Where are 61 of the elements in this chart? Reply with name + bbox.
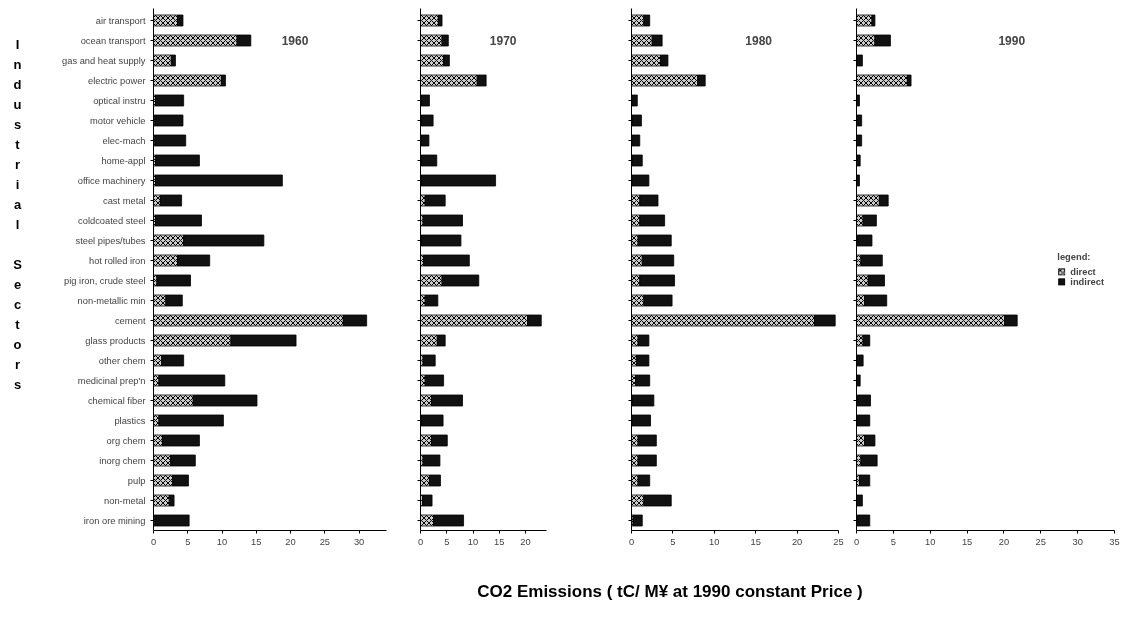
x-tick-label: 25 <box>833 536 844 547</box>
x-tick-label: 25 <box>319 536 331 547</box>
x-tick-label: 20 <box>791 536 803 547</box>
y-tick-label: hot rolled iron <box>88 255 146 266</box>
y-tick-label: other chem <box>98 355 146 366</box>
legend-label: direct <box>1070 266 1096 277</box>
y-tick-label: gas and heat supply <box>62 55 146 66</box>
y-tick-label: office machinery <box>77 175 146 186</box>
x-tick-label: 10 <box>925 536 936 547</box>
x-tick-label: 20 <box>285 536 296 547</box>
y-tick-label: iron ore mining <box>83 515 146 526</box>
y-tick-label: home-appl <box>101 155 146 166</box>
x-tick-label: 15 <box>750 536 761 547</box>
x-tick-label: 20 <box>520 536 531 547</box>
x-tick-label: 15 <box>251 536 262 547</box>
text: 1990 <box>998 34 1026 48</box>
legend-title: legend: <box>1057 251 1092 262</box>
text: 1980 <box>745 34 773 48</box>
y-tick-label: elec-mach <box>102 135 146 146</box>
x-tick-label: 35 <box>1109 536 1120 547</box>
x-tick-label: 0 <box>853 536 860 547</box>
y-tick-label: cement <box>114 315 146 326</box>
x-tick-label: 5 <box>670 536 676 547</box>
x-tick-label: 5 <box>890 536 896 547</box>
y-tick-label: non-metal <box>104 495 146 506</box>
x-tick-label: 0 <box>628 536 635 547</box>
legend-label: indirect <box>1070 276 1104 287</box>
y-tick-label: cast metal <box>102 195 146 206</box>
y-tick-label: pulp <box>127 475 146 486</box>
text: Industrial Sectors <box>13 37 22 392</box>
y-tick-label: org chem <box>106 435 146 446</box>
y-tick-label: inorg chem <box>99 455 146 466</box>
y-tick-label: plastics <box>114 415 146 426</box>
x-tick-label: 10 <box>709 536 720 547</box>
text: 1960 <box>281 34 309 48</box>
y-tick-label: electric power <box>87 75 146 86</box>
y-tick-label: chemical fiber <box>87 395 146 406</box>
x-tick-label: 0 <box>417 536 424 547</box>
y-tick-label: optical instru <box>93 95 146 106</box>
y-tick-label: steel pipes/tubes <box>75 235 146 246</box>
x-tick-label: 5 <box>444 536 450 547</box>
x-tick-label: 15 <box>494 536 505 547</box>
x-axis-title: CO2 Emissions ( tC/ M¥ at 1990 constant Price ) <box>477 581 863 603</box>
text: 1970 <box>489 34 517 48</box>
y-tick-label: motor vehicle <box>90 115 146 126</box>
y-tick-label: coldcoated steel <box>78 215 146 226</box>
x-tick-label: 5 <box>185 536 191 547</box>
y-tick-label: ocean transport <box>80 35 146 46</box>
x-tick-label: 15 <box>961 536 973 547</box>
x-tick-label: 30 <box>353 536 365 547</box>
x-tick-label: 10 <box>216 536 228 547</box>
x-tick-label: 0 <box>150 536 157 547</box>
y-tick-label: air transport <box>95 15 146 26</box>
y-tick-label: medicinal prep'n <box>77 375 146 386</box>
x-tick-label: 25 <box>1035 536 1046 547</box>
y-tick-label: glass products <box>85 335 146 346</box>
x-tick-label: 10 <box>467 536 479 547</box>
y-tick-label: non-metallic min <box>77 295 146 306</box>
x-tick-label: 30 <box>1072 536 1083 547</box>
y-tick-label: pig iron, crude steel <box>64 275 146 286</box>
x-tick-label: 20 <box>998 536 1010 547</box>
